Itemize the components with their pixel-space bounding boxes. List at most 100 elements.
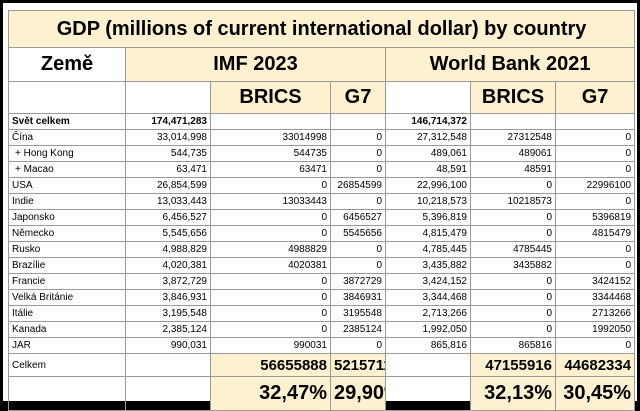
imf-value: 4,988,829 — [125, 241, 211, 258]
country-cell: Kanada — [8, 321, 126, 338]
wb-g7-value: 4815479 — [554, 225, 636, 242]
table-row: Indie 13,033,443 13033443 0 10,218,573 102185… — [8, 193, 636, 210]
country-cell: Itálie — [8, 305, 126, 322]
wb-value: 3,344,468 — [385, 289, 471, 306]
wb-brics-value: 489061 — [470, 145, 556, 162]
imf-g7-value: 26854599 — [330, 177, 386, 194]
imf-g7-value: 0 — [330, 257, 386, 274]
wb-g7-value: 0 — [554, 145, 636, 162]
table-row: USA 26,854,599 0 26854599 22,996,100 0 2299610… — [8, 177, 636, 194]
wb-value: 489,061 — [385, 145, 471, 162]
country-cell: Indie — [8, 193, 126, 210]
imf-brics-value — [210, 113, 331, 130]
imf-g7-value: 0 — [330, 193, 386, 210]
imf-brics-value: 990031 — [210, 337, 331, 354]
wb-brics-value: 865816 — [470, 337, 556, 354]
wb-value: 4,815,479 — [385, 225, 471, 242]
table-row: Rusko 4,988,829 4988829 0 4,785,445 4785445 0 — [8, 241, 636, 258]
table-row: Brazílie 4,020,381 4020381 0 3,435,882 343588… — [8, 257, 636, 274]
wb-brics-value: 0 — [470, 273, 556, 290]
wb-brics-value: 0 — [470, 209, 556, 226]
wb-g7-value: 1992050 — [554, 321, 636, 338]
imf-value: 4,020,381 — [125, 257, 211, 274]
imf-value: 3,872,729 — [125, 273, 211, 290]
wb-g7-value: 22996100 — [554, 177, 636, 194]
imf-brics-value: 13033443 — [210, 193, 331, 210]
imf-brics-value: 0 — [210, 289, 331, 306]
share-imf-brics: 32,47% — [210, 376, 331, 411]
page-frame: GDP (millions of current international d… — [3, 3, 637, 411]
table-row: Itálie 3,195,548 0 3195548 2,713,266 0 2713266 — [8, 305, 636, 322]
table-row: Japonsko 6,456,527 0 6456527 5,396,819 0 53968… — [8, 209, 636, 226]
country-cell: Německo — [8, 225, 126, 242]
blank-cell — [385, 81, 471, 114]
imf-g7-value: 0 — [330, 161, 386, 178]
imf-value: 3,195,548 — [125, 305, 211, 322]
country-cell: Japonsko — [8, 209, 126, 226]
wb-value: 146,714,372 — [385, 113, 471, 130]
imf-value: 33,014,998 — [125, 129, 211, 146]
imf-value: 26,854,599 — [125, 177, 211, 194]
wb-value: 865,816 — [385, 337, 471, 354]
country-cell: Francie — [8, 273, 126, 290]
wb-value: 48,591 — [385, 161, 471, 178]
blank-cell — [125, 353, 211, 377]
wb-brics-value: 0 — [470, 177, 556, 194]
imf-g7-value: 0 — [330, 337, 386, 354]
imf-brics-value: 4020381 — [210, 257, 331, 274]
wb-g7-value: 0 — [554, 241, 636, 258]
table-row: + Macao 63,471 63471 0 48,591 48591 0 — [8, 161, 636, 178]
imf-g7-value: 3846931 — [330, 289, 386, 306]
country-cell: Velká Británie — [8, 289, 126, 306]
wb-g7-value: 3344468 — [554, 289, 636, 306]
wb-value: 5,396,819 — [385, 209, 471, 226]
imf-g7-value: 5545656 — [330, 225, 386, 242]
wb-brics-value: 0 — [470, 321, 556, 338]
imf-value: 544,735 — [125, 145, 211, 162]
imf-value: 174,471,283 — [125, 113, 211, 130]
wb-brics-value: 0 — [470, 305, 556, 322]
imf-value: 5,545,656 — [125, 225, 211, 242]
imf-value: 990,031 — [125, 337, 211, 354]
imf-header: IMF 2023 — [125, 47, 386, 82]
wb-g7-value: 0 — [554, 337, 636, 354]
blank-cell — [8, 81, 126, 114]
wb-value: 3,424,152 — [385, 273, 471, 290]
wb-g7-value: 0 — [554, 257, 636, 274]
country-cell: Brazílie — [8, 257, 126, 274]
imf-g7-value: 0 — [330, 145, 386, 162]
gdp-table: GDP (millions of current international d… — [7, 10, 636, 411]
imf-brics-value: 0 — [210, 273, 331, 290]
imf-brics-value: 0 — [210, 321, 331, 338]
imf-g7-value: 0 — [330, 129, 386, 146]
wb-header: World Bank 2021 — [384, 47, 636, 82]
wb-g7-value: 2713266 — [554, 305, 636, 322]
country-cell: + Hong Kong — [8, 145, 126, 162]
wb-brics-value: 0 — [470, 289, 556, 306]
country-cell: JAR — [8, 337, 126, 354]
imf-brics-value: 0 — [210, 225, 331, 242]
imf-brics-value: 0 — [210, 209, 331, 226]
wb-brics-value: 27312548 — [470, 129, 556, 146]
wb-value: 3,435,882 — [385, 257, 471, 274]
country-cell: USA — [8, 177, 126, 194]
wb-brics-value: 10218573 — [470, 193, 556, 210]
blank-cell — [125, 376, 211, 411]
wb-value: 27,312,548 — [385, 129, 471, 146]
wb-brics-value: 48591 — [470, 161, 556, 178]
imf-g7-value: 2385124 — [330, 321, 386, 338]
wb-g7-value: 0 — [554, 129, 636, 146]
table-row: JAR 990,031 990031 0 865,816 865816 0 — [8, 337, 636, 354]
blank-cell — [385, 353, 471, 377]
imf-brics-value: 4988829 — [210, 241, 331, 258]
imf-g7-header: G7 — [330, 81, 386, 114]
blank-cell — [125, 81, 211, 114]
country-cell: Rusko — [8, 241, 126, 258]
table-row: Francie 3,872,729 0 3872729 3,424,152 0 342415… — [8, 273, 636, 290]
blank-cell — [8, 376, 126, 411]
imf-value: 63,471 — [125, 161, 211, 178]
country-cell: + Macao — [8, 161, 126, 178]
wb-value: 1,992,050 — [385, 321, 471, 338]
imf-g7-value — [330, 113, 386, 130]
imf-brics-value: 63471 — [210, 161, 331, 178]
